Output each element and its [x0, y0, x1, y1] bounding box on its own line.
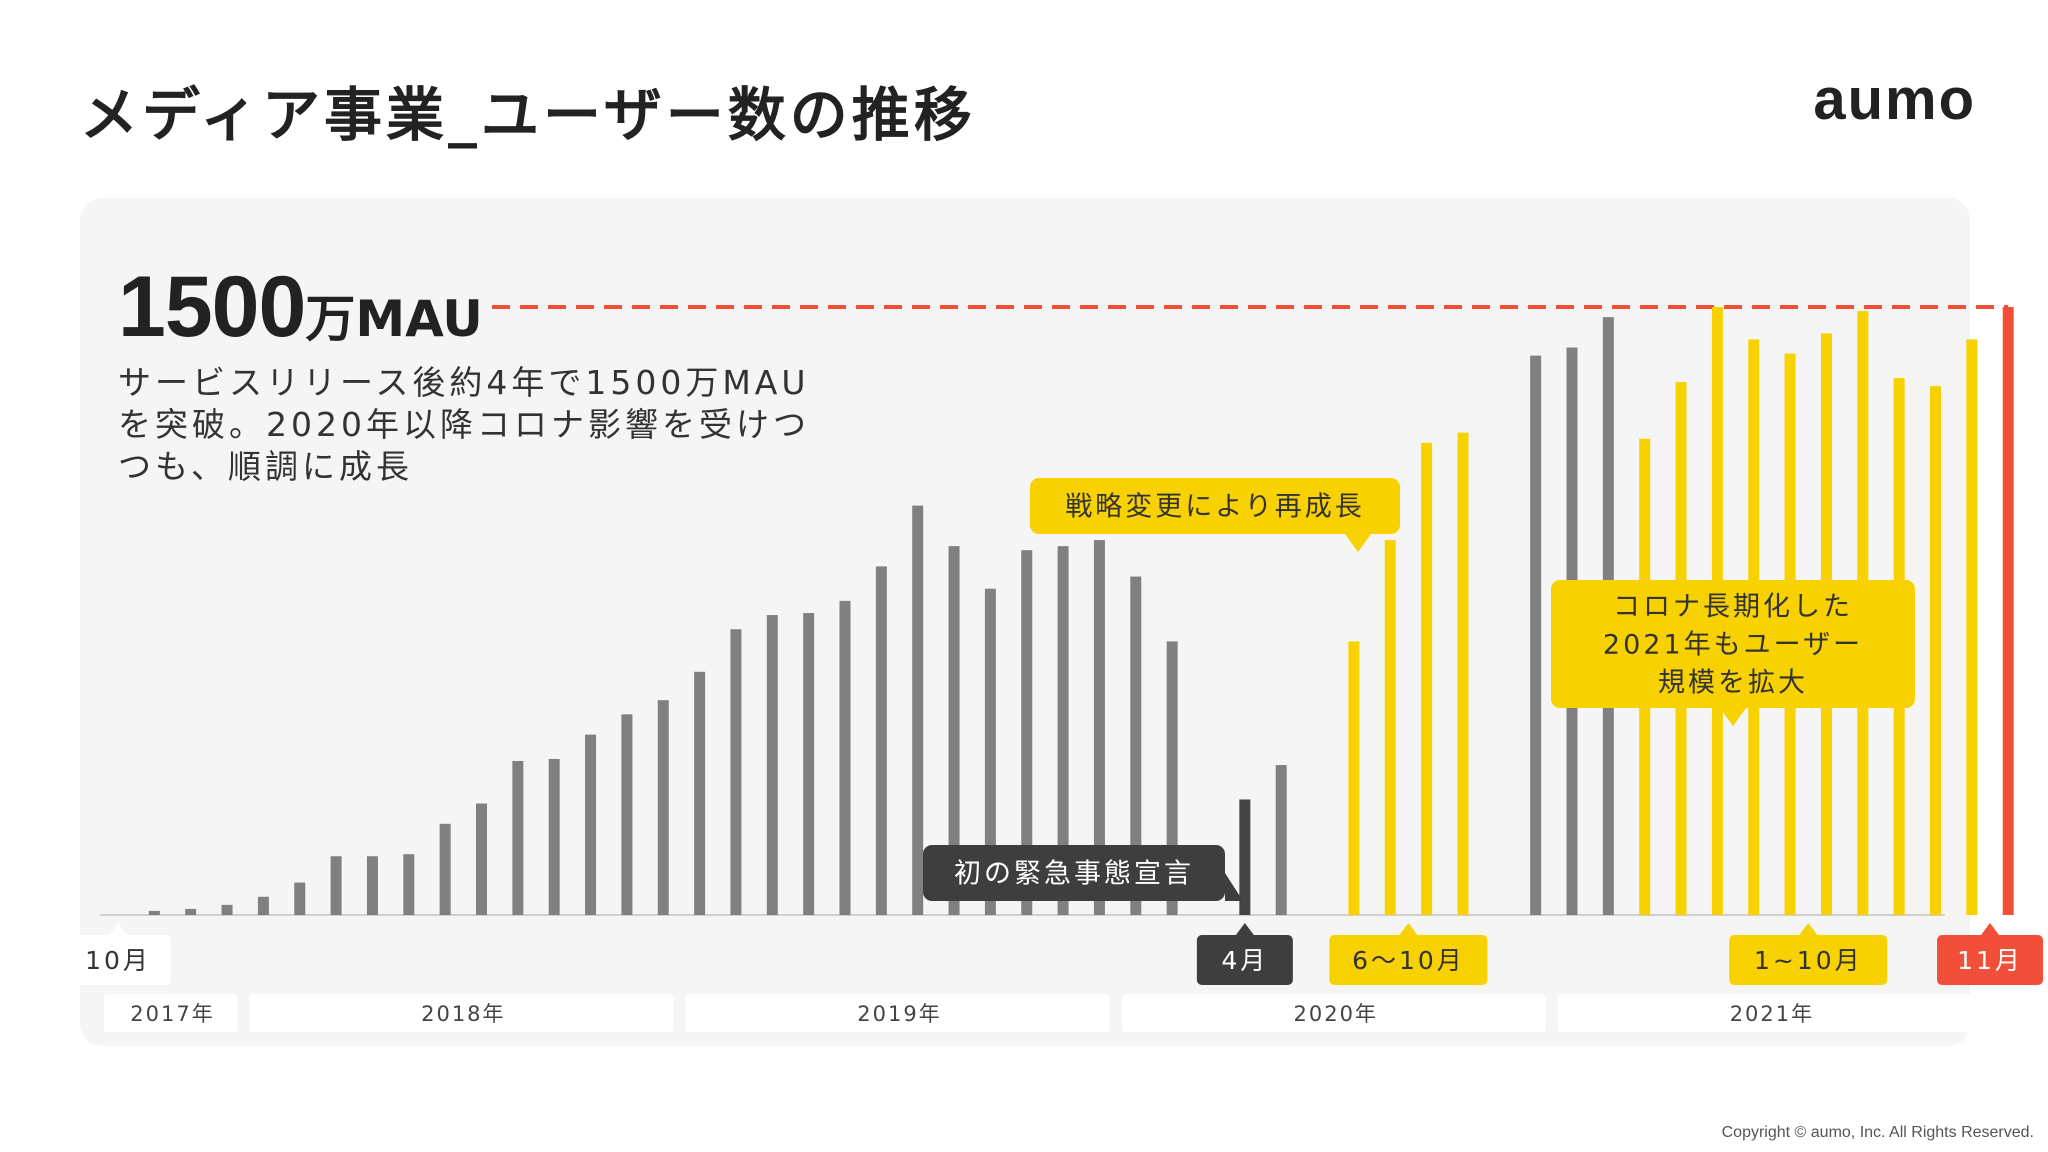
month-label-box — [1729, 935, 1888, 985]
month-label-box — [1196, 935, 1293, 985]
page-title: メディア事業_ユーザー数の推移 — [80, 81, 976, 149]
bar — [1348, 641, 1360, 915]
month-label-pointer — [1235, 923, 1254, 935]
description-text: サービスリリース後約4年で1500万MAUを突破。2020年以降コロナ影響を受け… — [118, 363, 810, 486]
month-label-pointer — [1981, 923, 2000, 935]
year-band — [249, 994, 674, 1032]
annotation-emergency-box — [923, 845, 1225, 901]
bar — [294, 882, 306, 915]
bar — [1057, 546, 1069, 915]
bar — [257, 896, 269, 915]
bar — [1093, 540, 1105, 915]
annotation-corona-2021-text: 規模を拡大 — [1658, 668, 1808, 699]
year-band — [1121, 994, 1546, 1032]
bar — [1239, 799, 1251, 915]
bar — [512, 760, 524, 915]
month-label-box — [65, 935, 171, 985]
month-label: 1~10月 — [1754, 946, 1863, 975]
bar — [984, 588, 996, 915]
bar — [694, 671, 706, 915]
month-label-pointer — [1399, 923, 1418, 935]
bar — [766, 615, 778, 915]
year-band — [1558, 994, 1982, 1032]
month-label: 4月 — [1221, 946, 1268, 975]
year-band — [685, 994, 1110, 1032]
bar — [1966, 339, 1978, 916]
annotation-emergency-text: 初の緊急事態宣言 — [954, 859, 1194, 890]
annotation-emergency-pointer — [1225, 873, 1243, 901]
year-label: 2021年 — [1730, 1002, 1814, 1026]
annotation-strategy-change-text: 戦略変更により再成長 — [1065, 492, 1364, 523]
bar — [403, 854, 415, 915]
annotation-corona-2021-text: コロナ長期化した — [1613, 592, 1853, 623]
bar — [185, 908, 197, 915]
bar — [948, 546, 960, 915]
bar — [1930, 386, 1941, 915]
month-label-pointer — [1799, 923, 1818, 935]
bar — [730, 629, 742, 915]
bar — [221, 904, 233, 915]
bar — [1457, 432, 1469, 915]
mau-value: 1500 — [118, 259, 306, 355]
bar — [875, 566, 887, 915]
mau-headline: 1500万MAU — [118, 258, 483, 357]
aumo-logo: aumo — [1813, 67, 1976, 132]
year-label: 2018年 — [421, 1002, 505, 1026]
month-label-box — [1329, 935, 1488, 985]
annotation-strategy-change-pointer — [1345, 534, 1371, 552]
year-label: 2017年 — [130, 1002, 214, 1026]
bar — [803, 613, 815, 915]
bar — [476, 803, 487, 915]
annotation-corona-2021-pointer — [1720, 708, 1746, 726]
annotation-corona-2021-text: 2021年もユーザー — [1603, 630, 1863, 661]
year-label: 2020年 — [1293, 1002, 1377, 1026]
bar — [366, 856, 378, 915]
mau-unit: 万MAU — [305, 290, 483, 348]
bar — [1275, 765, 1287, 915]
annotation-strategy-change-box — [1030, 478, 1400, 534]
copyright-text: Copyright © aumo, Inc. All Rights Reserv… — [1721, 1124, 2034, 1141]
bar — [330, 856, 342, 915]
year-label: 2019年 — [857, 1002, 941, 1026]
bar — [548, 758, 560, 915]
annotation-corona-2021-box — [1551, 580, 1915, 708]
bar — [1021, 550, 1033, 915]
bar — [912, 505, 924, 915]
bar — [839, 600, 851, 915]
bar — [1166, 641, 1178, 915]
bar — [439, 823, 451, 915]
bar — [657, 700, 669, 915]
month-label-box — [1937, 935, 2044, 985]
year-band — [104, 994, 238, 1032]
bar — [1384, 540, 1396, 915]
bar — [1130, 576, 1142, 915]
month-label: 10月 — [85, 946, 151, 975]
bar — [2002, 307, 2014, 915]
month-label: 11月 — [1957, 946, 2023, 975]
bar — [1530, 355, 1542, 915]
bar — [148, 910, 160, 915]
month-label-pointer — [109, 923, 127, 935]
bar — [621, 714, 633, 915]
bar — [585, 734, 597, 915]
bar — [1421, 442, 1433, 915]
month-label: 6〜10月 — [1352, 946, 1465, 975]
